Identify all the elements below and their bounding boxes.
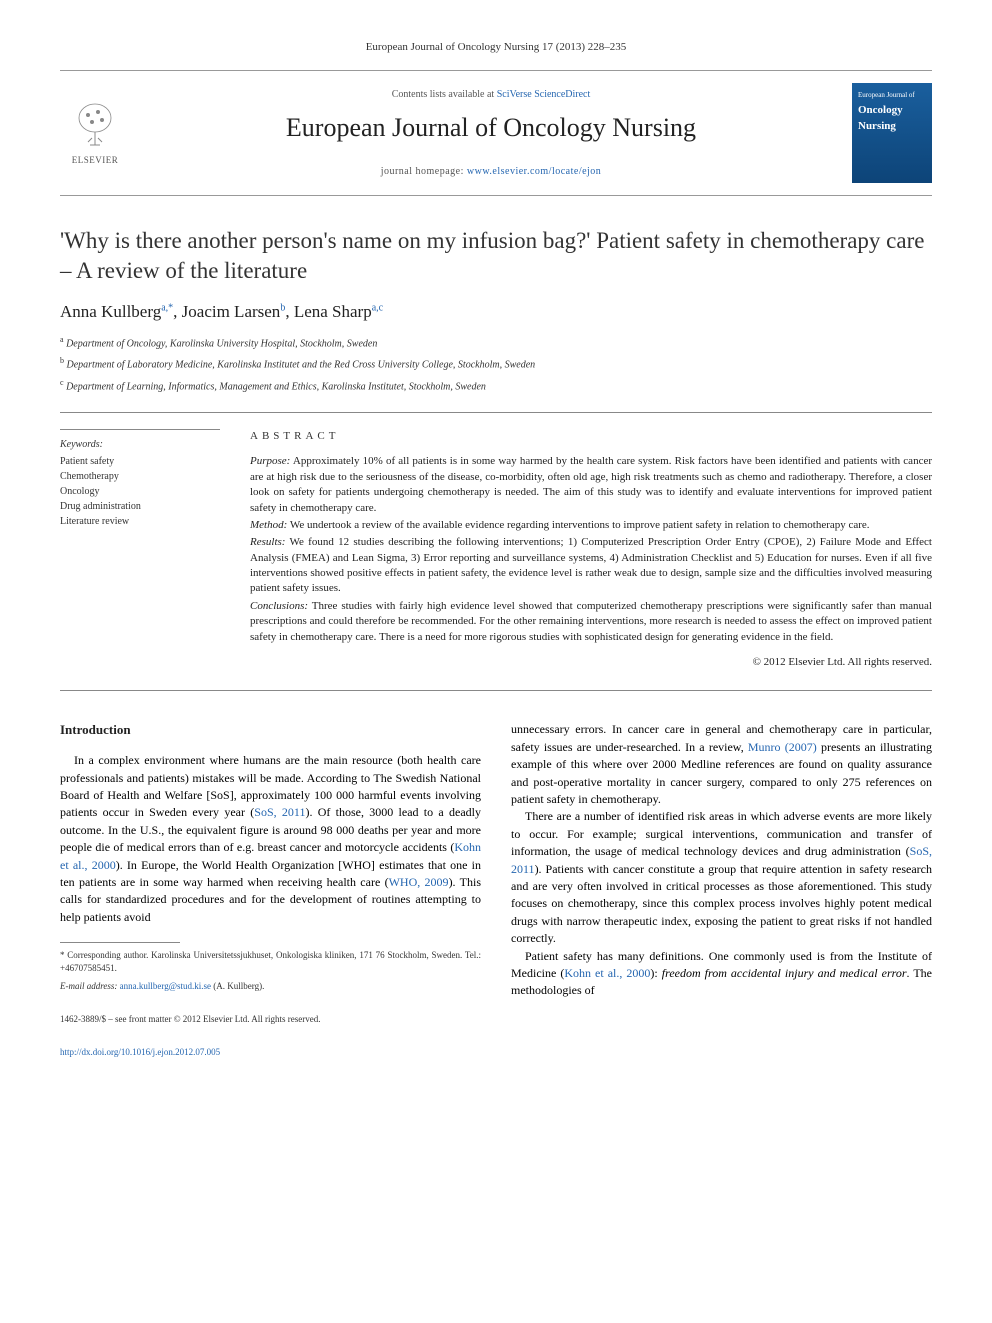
keyword-item: Patient safety [60, 454, 220, 469]
results-lead: Results: [250, 536, 285, 548]
banner-center: Contents lists available at SciVerse Sci… [130, 88, 852, 178]
running-header: European Journal of Oncology Nursing 17 … [60, 40, 932, 55]
corresponding-author-footnote: * Corresponding author. Karolinska Unive… [60, 949, 481, 974]
citation-munro-2007[interactable]: Munro (2007) [748, 740, 817, 754]
email-suffix: (A. Kullberg). [211, 981, 264, 991]
conclusions-lead: Conclusions: [250, 600, 308, 612]
p4b: ): [650, 966, 661, 980]
footnote-divider [60, 942, 180, 943]
introduction-heading: Introduction [60, 721, 481, 740]
method-text: We undertook a review of the available e… [287, 519, 869, 531]
author-3-aff[interactable]: a,c [372, 303, 383, 314]
affiliation-a-text: Department of Oncology, Karolinska Unive… [66, 338, 377, 349]
keywords-label: Keywords: [60, 438, 220, 452]
intro-para-3: Patient safety has many definitions. One… [511, 948, 932, 1000]
intro-para-1-cont: unnecessary errors. In cancer care in ge… [511, 721, 932, 808]
journal-cover-thumbnail: European Journal of Oncology Nursing [852, 83, 932, 183]
purpose-text: Approximately 10% of all patients is in … [250, 455, 932, 513]
body-column-right: unnecessary errors. In cancer care in ge… [511, 721, 932, 1058]
p3a: There are a number of identified risk ar… [511, 809, 932, 858]
author-2: , Joacim Larsen [173, 302, 280, 321]
issn-line: 1462-3889/$ – see front matter © 2012 El… [60, 1013, 481, 1026]
affiliation-b-text: Department of Laboratory Medicine, Karol… [67, 360, 536, 371]
keyword-item: Chemotherapy [60, 469, 220, 484]
doi-link[interactable]: http://dx.doi.org/10.1016/j.ejon.2012.07… [60, 1047, 220, 1057]
citation-kohn-2000-b[interactable]: Kohn et al., 2000 [564, 966, 650, 980]
abstract-conclusions: Conclusions: Three studies with fairly h… [250, 599, 932, 645]
results-text: We found 12 studies describing the follo… [250, 536, 932, 594]
affiliation-c: c Department of Learning, Informatics, M… [60, 377, 932, 394]
homepage-link[interactable]: www.elsevier.com/locate/ejon [467, 166, 601, 177]
keyword-item: Drug administration [60, 499, 220, 514]
sciencedirect-link[interactable]: SciVerse ScienceDirect [497, 89, 591, 100]
keywords-rule [60, 429, 220, 430]
contents-listing: Contents lists available at SciVerse Sci… [130, 88, 852, 102]
author-3: , Lena Sharp [285, 302, 371, 321]
abstract-purpose: Purpose: Approximately 10% of all patien… [250, 454, 932, 516]
abstract-column: ABSTRACT Purpose: Approximately 10% of a… [250, 429, 932, 670]
abstract-copyright: © 2012 Elsevier Ltd. All rights reserved… [250, 655, 932, 670]
abstract-heading: ABSTRACT [250, 429, 932, 444]
elsevier-tree-icon [70, 100, 120, 150]
homepage-label: journal homepage: [381, 166, 467, 177]
email-link[interactable]: anna.kullberg@stud.ki.se [120, 981, 211, 991]
purpose-lead: Purpose: [250, 455, 290, 467]
affiliation-c-text: Department of Learning, Informatics, Man… [66, 381, 486, 392]
body-columns: Introduction In a complex environment wh… [60, 721, 932, 1058]
keyword-item: Oncology [60, 484, 220, 499]
keyword-item: Literature review [60, 514, 220, 529]
affiliation-a: a Department of Oncology, Karolinska Uni… [60, 334, 932, 351]
body-column-left: Introduction In a complex environment wh… [60, 721, 481, 1058]
method-lead: Method: [250, 519, 287, 531]
author-1: Anna Kullberg [60, 302, 161, 321]
cover-line2: Oncology [858, 103, 926, 118]
p4-definition: freedom from accidental injury and medic… [662, 966, 907, 980]
p3b: ). Patients with cancer constitute a gro… [511, 862, 932, 946]
citation-who-2009[interactable]: WHO, 2009 [389, 875, 449, 889]
article-title: 'Why is there another person's name on m… [60, 226, 932, 286]
divider-bottom [60, 690, 932, 691]
journal-title: European Journal of Oncology Nursing [130, 110, 852, 146]
journal-homepage: journal homepage: www.elsevier.com/locat… [130, 165, 852, 179]
abstract-method: Method: We undertook a review of the ava… [250, 518, 932, 533]
author-list: Anna Kullberga,*, Joacim Larsenb, Lena S… [60, 300, 932, 324]
keywords-column: Keywords: Patient safety Chemotherapy On… [60, 429, 220, 670]
conclusions-text: Three studies with fairly high evidence … [250, 600, 932, 643]
cover-line1: European Journal of [858, 91, 926, 101]
email-label: E-mail address: [60, 981, 117, 991]
publisher-name: ELSEVIER [72, 154, 119, 167]
email-footnote: E-mail address: anna.kullberg@stud.ki.se… [60, 980, 481, 993]
intro-para-2: There are a number of identified risk ar… [511, 808, 932, 947]
publisher-logo-block: ELSEVIER [60, 100, 130, 167]
affiliation-b: b Department of Laboratory Medicine, Kar… [60, 355, 932, 372]
intro-para-1: In a complex environment where humans ar… [60, 752, 481, 926]
divider-top [60, 412, 932, 413]
doi-line: http://dx.doi.org/10.1016/j.ejon.2012.07… [60, 1046, 481, 1059]
citation-sos-2011[interactable]: SoS, 2011 [254, 805, 305, 819]
cover-line3: Nursing [858, 119, 926, 134]
journal-banner: ELSEVIER Contents lists available at Sci… [60, 70, 932, 196]
abstract-section: Keywords: Patient safety Chemotherapy On… [60, 429, 932, 670]
abstract-results: Results: We found 12 studies describing … [250, 535, 932, 597]
contents-prefix: Contents lists available at [392, 89, 497, 100]
